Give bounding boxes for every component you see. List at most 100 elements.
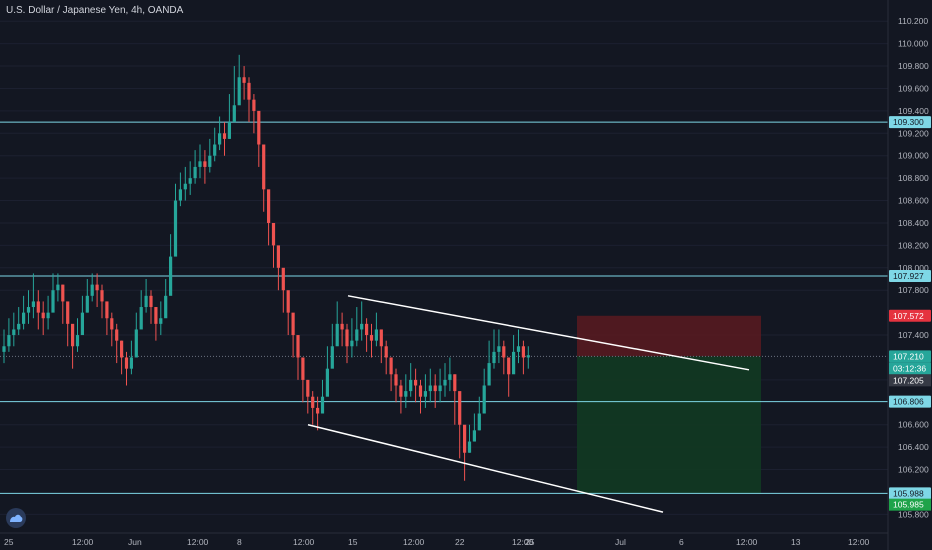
candle-body [467, 441, 472, 453]
time-tick-label: 22 [455, 537, 465, 547]
take-profit-zone [577, 356, 761, 494]
candle-body [271, 222, 276, 246]
candle-body [369, 335, 374, 341]
candle-body [384, 346, 388, 358]
candle-body [306, 379, 310, 397]
candle-body [267, 189, 271, 223]
candle-body [414, 379, 418, 386]
candle-body [320, 396, 325, 414]
candle-body [477, 413, 481, 431]
candle-body [252, 99, 256, 111]
time-tick-label: 12:00 [512, 537, 534, 547]
candle-body [286, 290, 290, 313]
candle-body [521, 346, 525, 358]
candle-body [316, 407, 320, 414]
candle-body [325, 368, 329, 397]
candle-body [100, 290, 104, 302]
candle-body [463, 424, 467, 453]
candle-body [482, 385, 486, 414]
candle-body [276, 245, 280, 268]
stop-tag: 107.572 [893, 311, 924, 321]
level-tag: 109.300 [893, 117, 924, 127]
candle-body [17, 323, 21, 330]
candle-body [12, 329, 16, 336]
time-tick-label: 8 [237, 537, 242, 547]
candle-body [335, 323, 339, 347]
level-tag: 107.927 [893, 271, 924, 281]
candle-body [379, 329, 383, 347]
candle-body [51, 290, 55, 313]
price-tick-label: 110.200 [898, 16, 928, 26]
candle-body [115, 329, 119, 341]
candle-body [507, 357, 511, 375]
candle-body [85, 295, 89, 313]
candle-body [526, 355, 530, 358]
price-tick-label: 105.800 [898, 509, 929, 519]
price-tick-label: 106.200 [898, 465, 929, 475]
candle-body [301, 357, 305, 380]
candle-body [129, 357, 133, 369]
price-tick-label: 109.600 [898, 83, 929, 93]
candle-body [41, 312, 45, 319]
candle-body [198, 161, 202, 167]
candle-body [418, 385, 423, 397]
price-tags: 109.300 107.927 106.806 105.988 107.572 107.2… [889, 116, 931, 511]
candle-body [458, 391, 462, 425]
candle-body [502, 346, 506, 358]
time-tick-label: 12:00 [848, 537, 870, 547]
candle-body [227, 122, 231, 139]
stop-loss-zone [577, 315, 761, 357]
level-tag-bg [889, 116, 931, 129]
candle-body [311, 396, 315, 408]
candle-body [365, 323, 369, 336]
candle-body [448, 374, 452, 380]
countdown-tag: 03:12:36 [893, 363, 926, 373]
last-price-tag: 107.205 [893, 375, 924, 385]
candle-body [183, 183, 187, 190]
time-tick-label: Jul [615, 537, 626, 547]
candle-body [2, 346, 6, 352]
candle-body [453, 374, 457, 392]
candle-body [80, 312, 84, 336]
target-tag-bg [889, 498, 931, 511]
candle-body [154, 307, 158, 324]
level-tag-bg [889, 269, 931, 282]
time-tick-label: 15 [348, 537, 358, 547]
countdown-tag-bg [889, 362, 931, 375]
price-tick-label: 108.800 [898, 173, 929, 183]
entry-tag: 107.210 [893, 351, 924, 361]
candle-body [360, 323, 364, 330]
candle-body [203, 161, 207, 167]
candle-body [409, 379, 413, 392]
candle-body [433, 385, 437, 392]
candle-body [237, 77, 241, 106]
candle-body [36, 301, 40, 313]
level-tag-bg [889, 487, 931, 500]
horizontal-levels [0, 121, 888, 494]
price-axis: 110.200 110.000 109.800 109.600 109.400 109.2… [898, 16, 929, 519]
candle-body [61, 284, 65, 302]
price-tick-label: 109.800 [898, 61, 929, 71]
candle-body [173, 200, 178, 257]
tradingview-logo-icon[interactable] [6, 508, 26, 528]
time-tick-label: 12:00 [403, 537, 425, 547]
candle-body [110, 318, 114, 330]
candle-body [262, 144, 266, 190]
price-tick-label: 106.400 [898, 442, 929, 452]
candle-body [355, 329, 359, 341]
candle-body [90, 284, 94, 296]
position-zones [577, 315, 761, 494]
trendline-lower [307, 423, 664, 513]
candle-body [46, 312, 50, 319]
candle-body [340, 323, 344, 330]
candle-body [472, 430, 476, 442]
time-tick-label: 12:00 [187, 537, 209, 547]
time-tick-label: 12:00 [736, 537, 758, 547]
price-tick-label: 110.000 [898, 39, 928, 49]
candle-body [487, 363, 491, 386]
candle-body [75, 335, 80, 347]
candle-body [345, 329, 349, 347]
candle-body [296, 335, 300, 358]
candle-body [330, 346, 334, 369]
